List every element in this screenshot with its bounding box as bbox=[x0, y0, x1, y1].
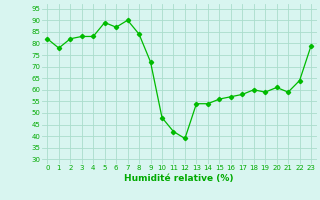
X-axis label: Humidité relative (%): Humidité relative (%) bbox=[124, 174, 234, 183]
